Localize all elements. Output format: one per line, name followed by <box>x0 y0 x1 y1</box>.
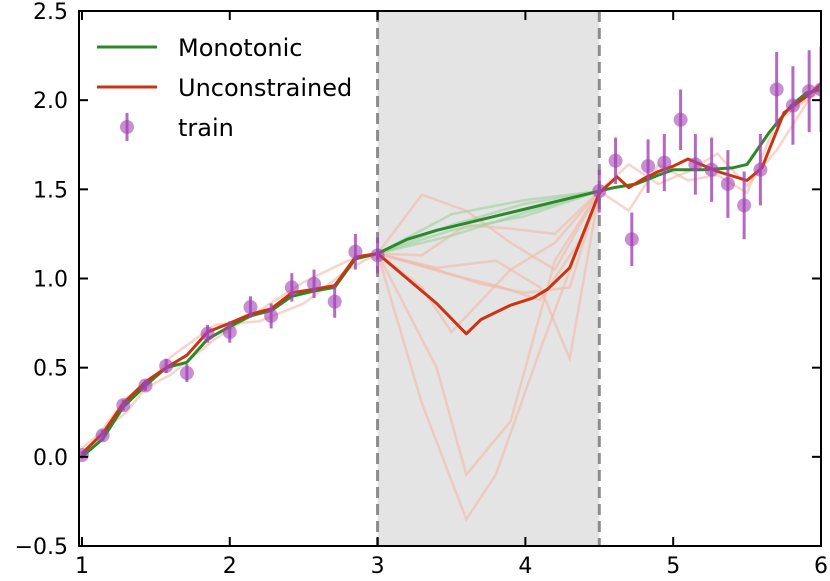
train-point <box>673 112 688 127</box>
train-point <box>753 162 768 177</box>
x-tick-label: 1 <box>75 554 89 579</box>
train-point <box>138 378 153 393</box>
ensemble-unconstrained-line <box>376 190 601 335</box>
x-tick-label: 3 <box>371 554 385 579</box>
legend-monotonic-label: Monotonic <box>178 34 302 62</box>
train-point <box>264 308 279 323</box>
train-point <box>720 176 735 191</box>
ensemble-unconstrained-line <box>376 190 601 523</box>
legend-unconstrained-label: Unconstrained <box>178 74 352 102</box>
tick-labels: 1 2 3 4 5 6 −0.5 0.0 0.5 1.0 1.5 2.0 2.5 <box>15 0 828 579</box>
x-tick-label: 4 <box>518 554 532 579</box>
train-point <box>802 84 817 99</box>
points-layer <box>79 46 821 463</box>
ticks-layer <box>79 10 822 547</box>
shaded-region <box>377 11 600 546</box>
train-point <box>200 326 215 341</box>
train-point <box>592 184 607 199</box>
train-point <box>222 325 237 339</box>
train-point <box>608 153 623 168</box>
y-tick-label: −0.5 <box>15 535 68 560</box>
train-point <box>79 448 89 463</box>
y-tick-label: 1.5 <box>33 178 68 203</box>
y-tick-label: 0.0 <box>33 446 68 471</box>
train-point <box>284 280 299 295</box>
train-point <box>688 157 703 172</box>
ensemble-unconstrained-line <box>376 190 601 478</box>
train-point <box>159 358 174 373</box>
train-point <box>769 82 784 97</box>
y-tick-label: 1.0 <box>33 268 68 293</box>
ensemble-unconstrained-line <box>377 190 601 364</box>
vline-layer <box>376 11 601 546</box>
train-point <box>370 248 385 263</box>
legend: Monotonic Unconstrained train <box>97 34 352 142</box>
train-point <box>348 244 363 259</box>
y-tick-label: 2.5 <box>33 0 68 25</box>
legend-train-marker <box>120 120 134 134</box>
train-point <box>737 198 752 213</box>
train-point <box>243 300 258 315</box>
train-point <box>785 98 800 113</box>
ensemble-monotonic-line <box>377 189 600 255</box>
train-point <box>95 428 110 443</box>
train-point <box>624 232 639 247</box>
train-point <box>704 162 719 177</box>
train-point <box>641 159 656 174</box>
ensemble-monotonic-line <box>377 189 600 255</box>
train-point <box>657 155 672 170</box>
ensemble-unconstrained-line <box>598 81 821 193</box>
ensemble-unconstrained-line <box>377 190 601 257</box>
train-point <box>327 294 342 309</box>
train-point <box>116 398 131 413</box>
y-tick-label: 0.5 <box>33 357 68 382</box>
x-tick-label: 6 <box>814 554 828 579</box>
train-point <box>179 366 194 381</box>
train-point <box>814 82 821 97</box>
x-tick-label: 5 <box>666 554 680 579</box>
legend-train-label: train <box>178 114 234 142</box>
train-point <box>307 276 322 291</box>
y-tick-label: 2.0 <box>33 89 68 114</box>
ensemble-monotonic-line <box>377 189 600 255</box>
x-tick-label: 2 <box>223 554 237 579</box>
